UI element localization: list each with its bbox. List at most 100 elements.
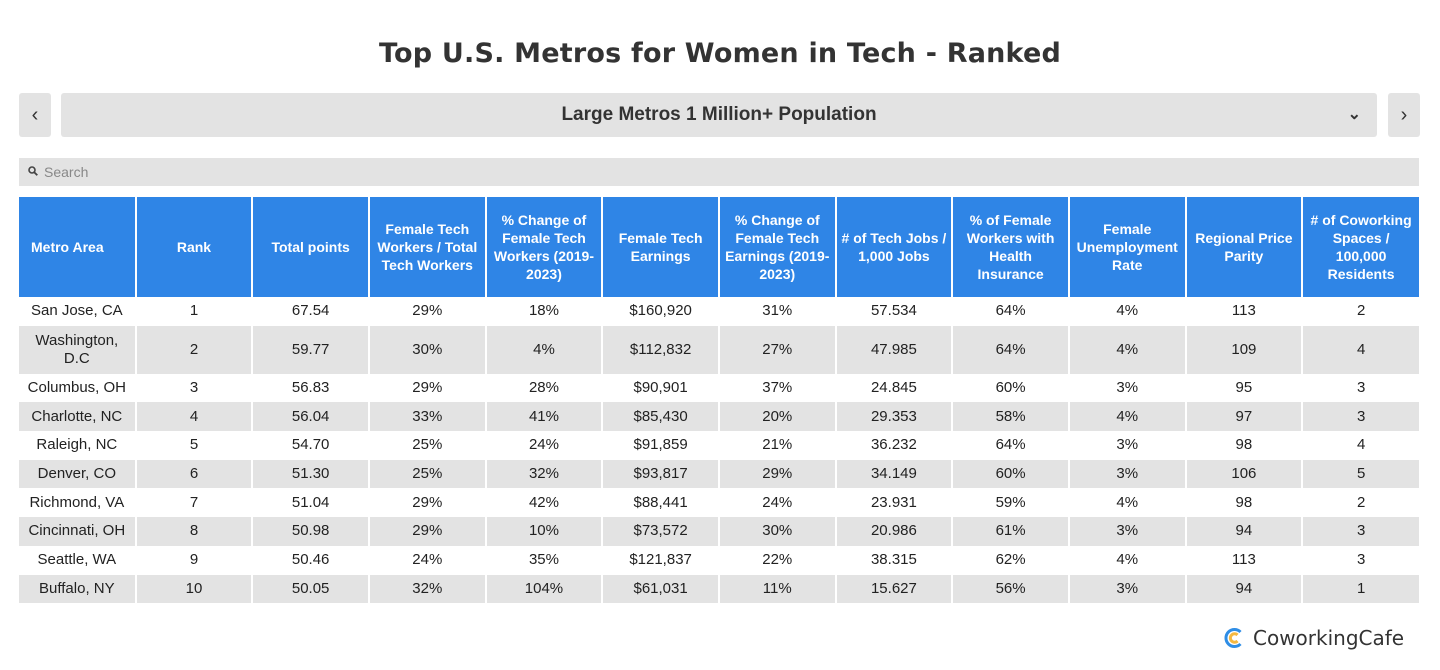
table-cell: 24.845 [835, 373, 954, 403]
chevron-down-icon: ⌄ [1347, 106, 1361, 123]
table-cell: 22% [718, 545, 837, 575]
search-bar[interactable] [19, 158, 1419, 186]
search-input[interactable] [44, 164, 1344, 180]
table-cell: Columbus, OH [19, 373, 137, 403]
column-header[interactable]: Female Unemployment Rate [1068, 197, 1187, 297]
column-header[interactable]: Total points [252, 197, 370, 297]
table-cell: 11% [718, 574, 837, 604]
table-cell: 8 [135, 517, 254, 546]
table-row: Charlotte, NC 4 56.04 33% 41% $85,430 20% 29.35… [19, 402, 1419, 432]
table-cell: 3 [1302, 402, 1419, 432]
category-dropdown[interactable]: Large Metros 1 Million+ Population ⌄ [61, 93, 1377, 137]
table-row: Richmond, VA 7 51.04 29% 42% $88,441 24% 23.931… [19, 488, 1419, 518]
column-header[interactable]: # of Tech Jobs / 1,000 Jobs [835, 197, 954, 297]
table-cell: 10% [485, 517, 604, 546]
table-cell: 56% [952, 574, 1070, 604]
table-cell: 36.232 [835, 431, 954, 460]
table-cell: 113 [1185, 545, 1304, 575]
table-cell: 57.534 [835, 297, 954, 326]
table-row: Columbus, OH 3 56.83 29% 28% $90,901 37% 24.845… [19, 373, 1419, 403]
table-cell: 62% [952, 545, 1070, 575]
table-cell: 30% [718, 517, 837, 546]
table-cell: 3% [1068, 459, 1187, 489]
table-cell: 29% [718, 459, 837, 489]
table-cell: 94 [1185, 517, 1304, 546]
column-header[interactable]: Rank [135, 197, 254, 297]
column-header[interactable]: % Change of Female Tech Workers (2019-20… [485, 197, 604, 297]
table-cell: 23.931 [835, 488, 954, 518]
chevron-left-icon: ‹ [31, 103, 39, 126]
table-cell: 21% [718, 431, 837, 460]
table-cell: 3% [1068, 517, 1187, 546]
table-cell: 2 [1356, 302, 1366, 320]
table-cell: 25% [368, 431, 487, 460]
column-header[interactable]: # of Coworking Spaces / 100,000 Resident… [1302, 197, 1419, 297]
logo-text: CoworkingCafe [1253, 626, 1405, 650]
table-cell: 4% [485, 325, 604, 374]
table-cell: $121,837 [602, 545, 720, 575]
table-row: Denver, CO 6 51.30 25% 32% $93,817 29% 34.149 60… [19, 459, 1419, 489]
table-cell: $88,441 [602, 488, 720, 518]
table-cell: 98 [1185, 488, 1304, 518]
table-cell: 50.05 [252, 574, 370, 604]
table-cell: 95 [1185, 373, 1304, 403]
table-row: Raleigh, NC 5 54.70 25% 24% $91,859 21% 36.232 6… [19, 431, 1419, 460]
table-header-row: Metro Area Rank Total points Female Tech Wo… [19, 197, 1419, 297]
table-cell: 97 [1185, 402, 1304, 432]
table-cell: 24% [368, 545, 487, 575]
table-cell: 61% [952, 517, 1070, 546]
table-cell: 1 [135, 297, 254, 326]
table-cell: 29% [368, 297, 487, 326]
table-row: Washington, D.C 2 59.77 30% 4% $112,832 27% 47.… [19, 325, 1419, 374]
column-header[interactable]: Female Tech Earnings [602, 197, 720, 297]
table-cell: 4% [1068, 402, 1187, 432]
table-cell: 56.04 [252, 402, 370, 432]
table-cell: 41% [485, 402, 604, 432]
table-cell: 24% [485, 431, 604, 460]
coworkingcafe-logo: CoworkingCafe [1223, 626, 1404, 650]
table-cell: $61,031 [602, 574, 720, 604]
table-cell: Richmond, VA [19, 488, 137, 518]
table-cell: Buffalo, NY [19, 574, 137, 604]
table-cell: 24% [718, 488, 837, 518]
table-cell: 54.70 [252, 431, 370, 460]
table-cell: 2 [1356, 493, 1366, 511]
previous-button[interactable]: ‹ [19, 93, 51, 137]
table-cell: $160,920 [602, 297, 720, 326]
table-cell: 7 [135, 488, 254, 518]
table-cell: 3% [1068, 431, 1187, 460]
page-title: Top U.S. Metros for Women in Tech - Rank… [378, 38, 1061, 69]
table-cell: 109 [1185, 325, 1304, 374]
column-header[interactable]: Female Tech Workers / Total Tech Workers [368, 197, 487, 297]
table-cell: 29.353 [835, 402, 954, 432]
table-cell: 5 [1302, 459, 1419, 489]
table-cell: 47.985 [835, 325, 954, 374]
table-cell: 4% [1068, 545, 1187, 575]
table-cell: 64% [952, 297, 1070, 326]
table-cell: 15.627 [835, 574, 954, 604]
table-cell: 32% [485, 459, 604, 489]
table-cell: 60% [952, 459, 1070, 489]
table-cell: 4 [1302, 325, 1419, 374]
table-cell: 59.77 [252, 325, 370, 374]
table-row: Buffalo, NY 10 50.05 32% 104% $61,031 11% 15.62… [19, 574, 1419, 604]
table-cell: 10 [135, 574, 254, 604]
table-cell: 42% [485, 488, 604, 518]
table-cell: 2 [135, 325, 254, 374]
column-header[interactable]: % of Female Workers with Health Insuranc… [952, 197, 1070, 297]
column-header[interactable]: Metro Area [19, 197, 137, 297]
table-cell: 51.04 [252, 488, 370, 518]
column-header[interactable]: Regional Price Parity [1185, 197, 1304, 297]
next-button[interactable]: › [1388, 93, 1420, 137]
table-cell: 4% [1068, 488, 1187, 518]
search-icon [28, 165, 38, 179]
table-cell: Charlotte, NC [19, 402, 137, 432]
table-cell: 98 [1185, 431, 1304, 460]
chevron-right-icon: › [1400, 103, 1408, 126]
table-cell: 37% [718, 373, 837, 403]
column-header[interactable]: % Change of Female Tech Earnings (2019-2… [718, 197, 837, 297]
table-cell: 29% [368, 488, 487, 518]
table-cell: 33% [368, 402, 487, 432]
table-cell: $93,817 [602, 459, 720, 489]
table-cell: $73,572 [602, 517, 720, 546]
